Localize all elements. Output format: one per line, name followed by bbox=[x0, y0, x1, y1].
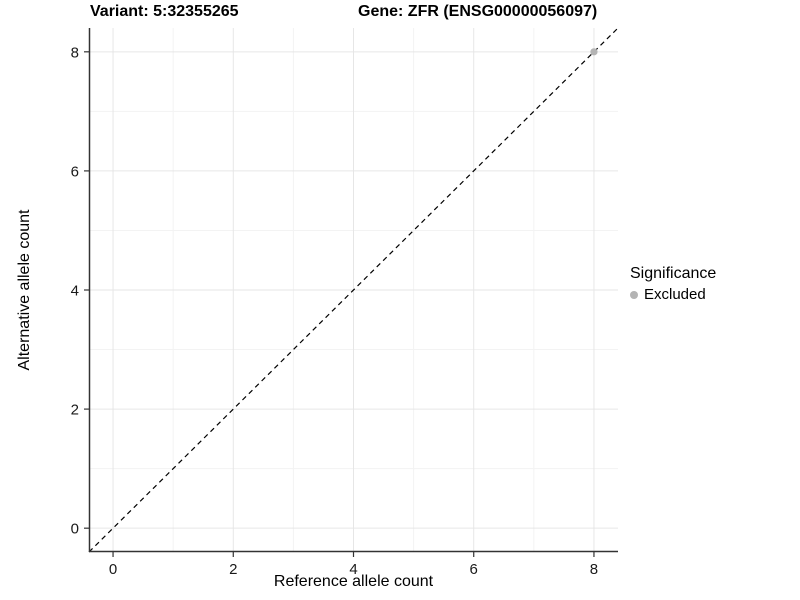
legend-point-icon bbox=[630, 290, 638, 299]
legend-item-label: Excluded bbox=[644, 286, 706, 303]
data-point bbox=[590, 48, 598, 56]
x-tick-label: 4 bbox=[349, 561, 357, 578]
x-axis-title: Reference allele count bbox=[273, 573, 434, 590]
identity-line bbox=[88, 27, 619, 553]
y-axis-title: Alternative allele count bbox=[16, 209, 33, 371]
legend: Significance Excluded bbox=[630, 265, 716, 303]
y-tick-label: 6 bbox=[71, 163, 79, 180]
x-tick-label: 6 bbox=[470, 561, 478, 578]
chart-title-variant: Variant: 5:32355265 bbox=[90, 3, 239, 20]
chart-title-gene: Gene: ZFR (ENSG00000056097) bbox=[358, 3, 598, 20]
x-tick-label: 8 bbox=[590, 561, 598, 578]
legend-item-excluded: Excluded bbox=[630, 286, 716, 303]
y-tick-label: 2 bbox=[71, 402, 79, 419]
y-tick-label: 4 bbox=[71, 283, 79, 300]
y-tick-label: 0 bbox=[71, 521, 79, 538]
x-tick-label: 0 bbox=[109, 561, 117, 578]
plot-area: 0 2 4 6 8 0 2 4 6 8 bbox=[71, 27, 619, 578]
y-tick-label: 8 bbox=[71, 44, 79, 61]
legend-title: Significance bbox=[630, 265, 717, 282]
x-tick-label: 2 bbox=[229, 561, 237, 578]
